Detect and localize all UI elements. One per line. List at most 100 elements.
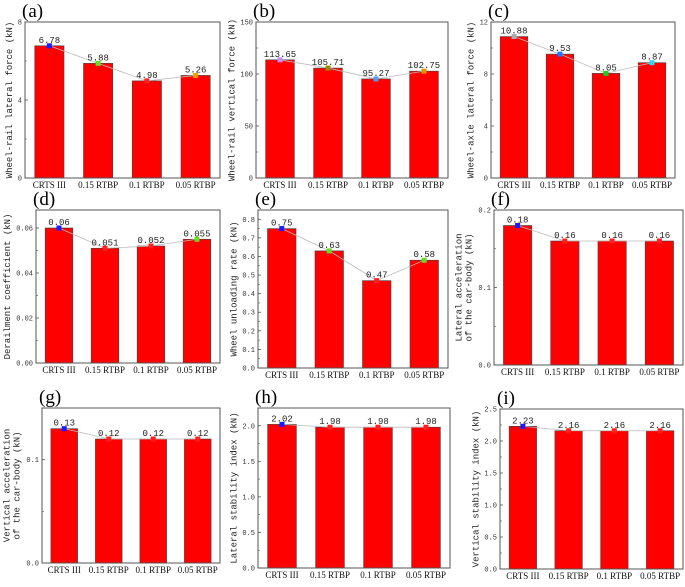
x-tick-label: 0.15 RTBP [89,565,129,575]
bar [95,438,123,564]
data-point-marker [566,428,572,434]
y-tick-label: 0 [18,176,22,184]
data-point-marker [520,423,526,429]
data-point-marker [325,65,331,71]
plot-frame [41,407,221,564]
x-tick-label: CRTS III [48,565,81,575]
plot-frame [257,407,451,569]
plot-frame [255,21,449,179]
data-label: 8.87 [641,53,663,63]
x-tick-label: 0.1 RTBP [588,180,623,190]
data-point-marker [277,57,283,63]
panel-f: (f) 0.0 0.1 0.2 Lateral accelerationof the c… [454,189,684,377]
bar [545,53,575,179]
data-point-marker [611,428,617,434]
data-point-marker [656,238,662,244]
y-tick-label: 0.1 [242,347,255,355]
data-label: 113.65 [264,50,296,60]
x-tick-label: 0.05 RTBP [178,565,218,575]
x-tick-label: CRTS III [497,180,530,190]
data-point-marker [106,436,112,442]
bar [314,250,344,369]
x-tick-label: 0.05 RTBP [640,571,680,581]
bar [600,430,629,570]
data-label: 0.06 [48,218,70,228]
bar [313,67,343,179]
y-tick-label: 0.6 [242,254,255,262]
data-label: 0.16 [601,231,623,241]
bar [267,424,297,569]
x-tick-label: 0.1 RTBP [594,367,629,377]
data-point-marker [61,426,67,432]
data-label: 0.75 [271,219,293,229]
data-point-marker [279,226,285,232]
data-label: 6.78 [39,36,61,46]
bar [508,425,537,570]
x-tick-label: 0.05 RTBP [632,180,672,190]
x-tick-label: 0.05 RTBP [406,570,446,580]
data-point-marker [374,278,380,284]
data-label: 95.27 [362,69,389,79]
y-axis-label: Lateral stability index (kN) [229,412,239,563]
x-tick-label: 0.15 RTBP [310,570,350,580]
data-point-marker [150,436,156,442]
x-tick-label: 0.1 RTBP [136,565,171,575]
x-tick-label: 0.15 RTBP [545,367,585,377]
x-tick-label: 0.15 RTBP [308,180,348,190]
y-axis-label: Vertical stability index (kN) [471,411,481,568]
y-tick-label: 2.0 [484,439,497,447]
y-tick-label: 0.1 [478,285,491,293]
y-tick-label: 0.04 [16,271,33,279]
data-point-marker [327,424,333,430]
data-label: 0.051 [91,238,118,248]
bar [182,238,212,364]
panel-label: (b) [253,1,275,22]
panel-label: (h) [255,387,277,408]
plot-frame [24,21,221,179]
panel-label: (d) [33,189,55,210]
x-tick-label: 0.1 RTBP [358,180,393,190]
y-axis-label: Wheel-axle lateral force (kN) [467,22,477,179]
plot-frame [257,209,449,369]
y-axis-label: Wheel-rail vertical force (kN) [227,19,237,181]
bar [409,259,439,369]
data-point-marker [56,225,62,231]
data-label: 4.98 [136,71,158,81]
plot-frame [490,21,676,179]
panel-label: (f) [491,189,510,210]
panel-label: (c) [488,1,509,22]
bar [136,245,166,364]
trend-line [513,36,653,74]
x-tick-label: 0.05 RTBP [404,180,444,190]
bar [265,59,295,179]
data-label: 1.98 [319,417,341,427]
trend-line [281,423,426,428]
y-axis-label-line: of the car-body (kN) [464,233,474,341]
data-point-marker [144,78,150,84]
trend-line [279,59,425,80]
data-label: 105.71 [312,58,344,68]
data-label: 0.12 [98,429,120,439]
data-point-marker [102,245,108,251]
bar [597,240,627,366]
data-point-marker [511,34,517,40]
data-label: 0.58 [413,250,435,260]
plot-frame [493,209,684,366]
data-point-marker [557,51,563,57]
data-point-marker [46,43,52,49]
y-tick-label: 0.5 [484,535,497,543]
panel-label: (i) [497,388,515,409]
data-label: 0.13 [53,419,75,429]
x-tick-label: CRTS III [265,570,298,580]
y-tick-label: 12 [480,20,488,28]
data-point-marker [423,424,429,430]
data-label: 0.16 [554,231,576,241]
data-point-marker [95,60,101,66]
bar [550,240,580,366]
trend-line [64,428,198,440]
data-label: 0.12 [187,429,209,439]
bar [591,73,621,179]
